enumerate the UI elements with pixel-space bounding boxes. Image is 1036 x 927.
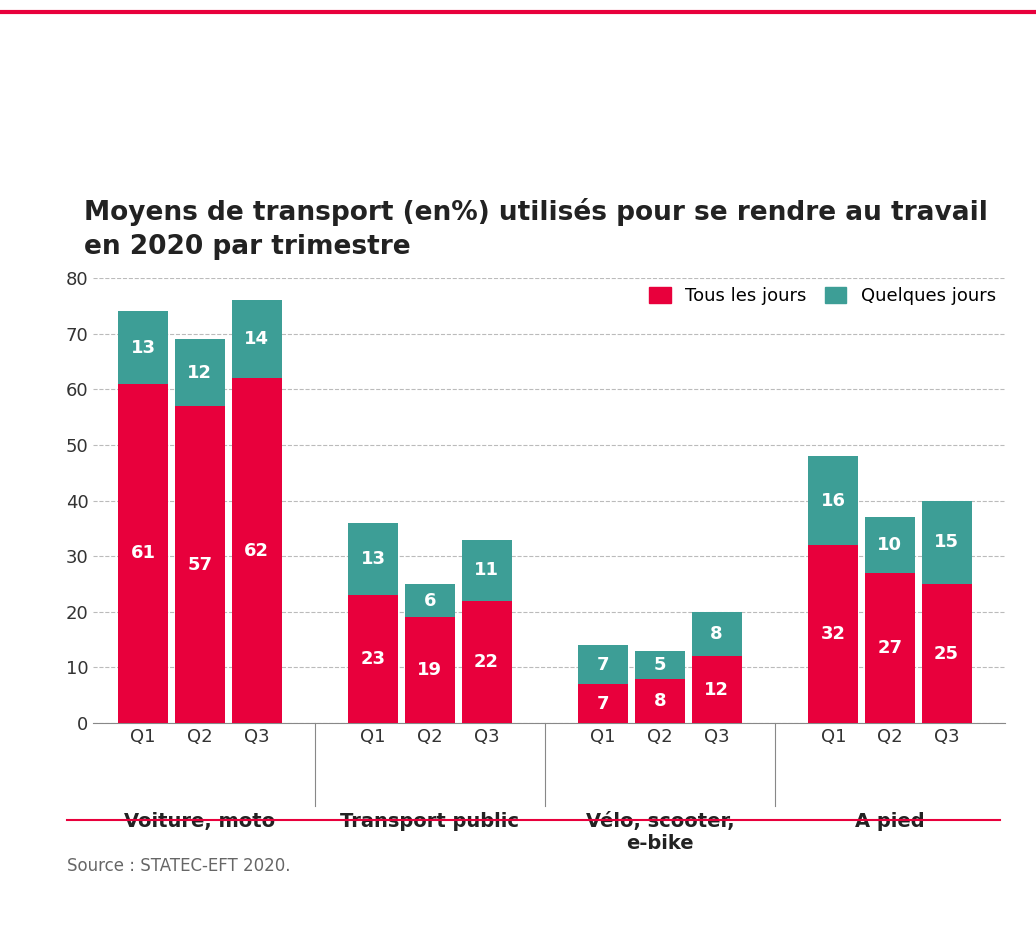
Text: 12: 12 — [704, 680, 729, 699]
Text: 27: 27 — [877, 639, 902, 657]
Text: Voiture, moto: Voiture, moto — [124, 812, 276, 831]
Text: 11: 11 — [474, 561, 499, 579]
Text: 7: 7 — [597, 655, 609, 674]
Text: 5: 5 — [654, 655, 666, 674]
Text: 6: 6 — [424, 591, 436, 610]
Text: 8: 8 — [654, 692, 666, 710]
Bar — [578, 684, 628, 723]
Bar — [118, 384, 168, 723]
Text: 15: 15 — [934, 533, 959, 552]
Bar — [692, 656, 742, 723]
Text: Vélo, scooter,
e-bike: Vélo, scooter, e-bike — [585, 812, 735, 853]
Bar — [808, 456, 858, 545]
Text: 12: 12 — [188, 363, 212, 382]
Bar — [462, 601, 512, 723]
Text: Transport public: Transport public — [341, 812, 519, 831]
Text: 13: 13 — [361, 550, 385, 568]
Bar — [175, 339, 225, 406]
Text: 25: 25 — [934, 644, 959, 663]
Text: 16: 16 — [821, 491, 845, 510]
Text: 19: 19 — [418, 661, 442, 679]
Bar — [692, 612, 742, 656]
Legend: Tous les jours, Quelques jours: Tous les jours, Quelques jours — [650, 287, 996, 305]
Text: 23: 23 — [361, 650, 385, 668]
Text: 13: 13 — [131, 338, 155, 357]
Text: 8: 8 — [711, 625, 723, 643]
Bar — [232, 300, 282, 378]
Bar — [865, 573, 915, 723]
Bar — [635, 679, 685, 723]
Bar — [462, 540, 512, 601]
Bar — [922, 501, 972, 584]
Bar — [348, 595, 398, 723]
Bar — [865, 517, 915, 573]
Text: 32: 32 — [821, 625, 845, 643]
Bar — [922, 584, 972, 723]
Bar — [578, 645, 628, 684]
Text: 10: 10 — [877, 536, 902, 554]
Text: A pied: A pied — [855, 812, 925, 831]
Text: 22: 22 — [474, 653, 499, 671]
Bar — [808, 545, 858, 723]
Text: 14: 14 — [244, 330, 269, 349]
Bar — [118, 311, 168, 384]
Bar — [232, 378, 282, 723]
Bar — [175, 406, 225, 723]
Text: 61: 61 — [131, 544, 155, 563]
Text: 62: 62 — [244, 541, 269, 560]
Text: en 2020 par trimestre: en 2020 par trimestre — [84, 234, 410, 260]
Bar — [405, 617, 455, 723]
Text: Moyens de transport (en%) utilisés pour se rendre au travail: Moyens de transport (en%) utilisés pour … — [84, 198, 988, 226]
Text: 57: 57 — [188, 555, 212, 574]
Text: 7: 7 — [597, 694, 609, 713]
Bar — [635, 651, 685, 679]
Bar — [405, 584, 455, 617]
Text: Source : STATEC-EFT 2020.: Source : STATEC-EFT 2020. — [67, 857, 291, 875]
Bar — [348, 523, 398, 595]
